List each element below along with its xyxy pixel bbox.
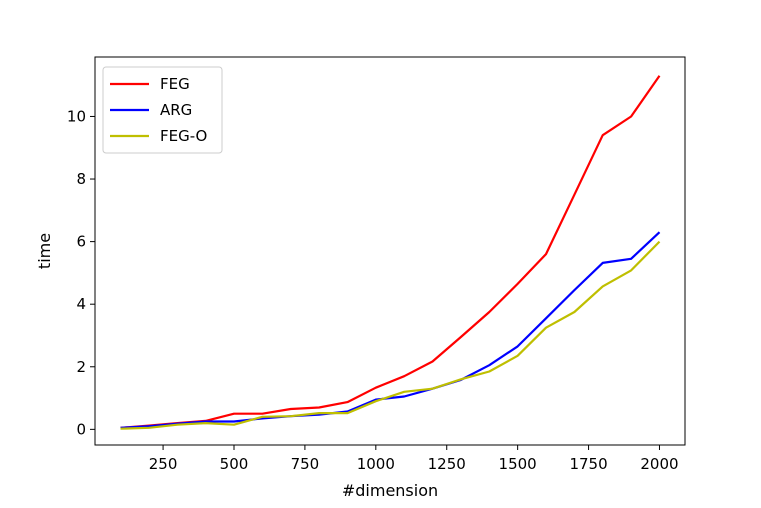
x-tick-label: 2000 [640, 455, 678, 473]
x-tick-label: 250 [149, 455, 178, 473]
y-tick-label: 8 [76, 170, 86, 188]
x-tick-label: 1500 [499, 455, 537, 473]
y-tick-label: 10 [67, 107, 86, 125]
axes-frame [94, 56, 686, 446]
y-tick-label: 2 [76, 358, 86, 376]
legend: FEG ARG FEG-O [102, 66, 223, 154]
x-tick-label: 750 [291, 455, 320, 473]
y-tick-label: 0 [76, 420, 86, 438]
series-line-feg-o [120, 240, 661, 430]
legend-box [102, 66, 223, 154]
x-tick-label: 1750 [569, 455, 607, 473]
x-tick-label: 1000 [357, 455, 395, 473]
x-axis-label: #dimension [342, 481, 438, 500]
x-tick-label: 1250 [428, 455, 466, 473]
x-axis-ticks: 250 500 750 1000 1250 1500 1750 2000 [149, 445, 679, 473]
series-line-feg [120, 75, 661, 429]
x-tick-label: 500 [220, 455, 249, 473]
legend-label-feg: FEG [160, 75, 190, 93]
legend-label-arg: ARG [160, 101, 192, 119]
y-axis-ticks: 0 2 4 6 8 10 [67, 107, 95, 438]
y-axis-label: time [35, 233, 54, 269]
y-tick-label: 6 [76, 233, 86, 251]
series-layer [120, 75, 661, 430]
y-tick-label: 4 [76, 295, 86, 313]
series-line-arg [120, 231, 661, 429]
legend-label-feg-o: FEG-O [160, 127, 207, 145]
